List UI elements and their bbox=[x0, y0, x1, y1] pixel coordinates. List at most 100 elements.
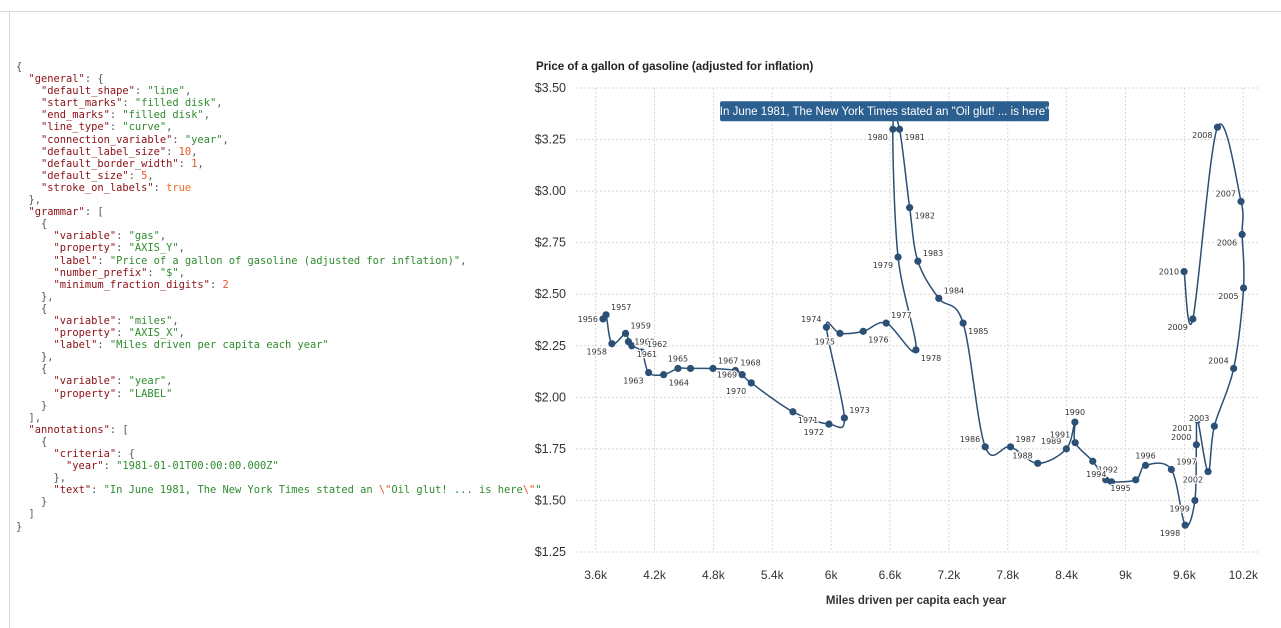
data-point[interactable] bbox=[638, 348, 646, 356]
point-label: 1977 bbox=[891, 311, 911, 320]
y-tick-label: $2.50 bbox=[535, 287, 566, 301]
data-point[interactable] bbox=[1006, 443, 1015, 451]
code-line: }, bbox=[16, 291, 516, 303]
data-point[interactable] bbox=[895, 125, 904, 133]
code-token bbox=[16, 85, 41, 97]
data-point[interactable] bbox=[789, 408, 797, 416]
code-line: "grammar": [ bbox=[16, 206, 516, 218]
data-point[interactable] bbox=[738, 371, 746, 379]
x-tick-label: 9k bbox=[1119, 568, 1133, 582]
data-point[interactable] bbox=[747, 379, 755, 387]
code-token: : bbox=[147, 266, 160, 279]
data-point[interactable] bbox=[1071, 418, 1079, 426]
code-token: "variable" bbox=[53, 375, 117, 388]
point-label: 1982 bbox=[915, 212, 935, 221]
code-token: 10 bbox=[178, 145, 192, 158]
code-token: : bbox=[116, 375, 129, 388]
code-token: "AXIS_X" bbox=[128, 327, 179, 340]
data-point[interactable] bbox=[709, 364, 717, 373]
data-point[interactable] bbox=[731, 366, 739, 375]
data-point[interactable] bbox=[840, 414, 848, 422]
data-point[interactable] bbox=[1180, 267, 1188, 276]
point-label: 1976 bbox=[868, 335, 888, 344]
code-token: "gas" bbox=[128, 230, 160, 243]
point-label: 2004 bbox=[1208, 356, 1228, 365]
data-point[interactable] bbox=[914, 257, 922, 265]
data-point[interactable] bbox=[825, 420, 833, 428]
data-point[interactable] bbox=[608, 340, 616, 348]
data-point[interactable] bbox=[1192, 441, 1200, 449]
data-point[interactable] bbox=[1089, 457, 1097, 465]
y-axis: $1.25 $1.50 $1.75 $2.00 $2.25 $2.50 $2.75 $3.00… bbox=[535, 81, 566, 559]
data-point[interactable] bbox=[1132, 476, 1140, 484]
code-token: , bbox=[178, 327, 185, 340]
point-label: 1973 bbox=[849, 406, 869, 415]
code-token bbox=[16, 484, 54, 496]
data-point[interactable] bbox=[1194, 416, 1202, 424]
data-point[interactable] bbox=[882, 319, 890, 327]
code-token: "start_marks" bbox=[41, 97, 123, 110]
point-label: 1971 bbox=[798, 416, 818, 425]
point-label: 2007 bbox=[1216, 189, 1236, 198]
data-point[interactable] bbox=[645, 368, 653, 377]
code-line: }, bbox=[16, 351, 516, 363]
data-point[interactable] bbox=[686, 364, 695, 373]
code-line: } bbox=[16, 400, 516, 412]
code-token bbox=[16, 206, 29, 218]
code-token: 1 bbox=[191, 157, 198, 170]
data-point[interactable] bbox=[906, 204, 914, 212]
code-token bbox=[16, 121, 41, 133]
code-token: , bbox=[203, 109, 210, 122]
point-label: 1969 bbox=[717, 371, 737, 380]
data-point[interactable] bbox=[1071, 439, 1079, 447]
x-tick-label: 4.8k bbox=[702, 568, 726, 582]
code-token: , bbox=[216, 97, 223, 110]
point-label: 1980 bbox=[868, 133, 888, 142]
data-point[interactable] bbox=[1062, 445, 1070, 453]
data-point[interactable] bbox=[621, 329, 630, 338]
code-token: , bbox=[178, 242, 185, 255]
code-token: "default_border_width" bbox=[41, 157, 179, 170]
data-point[interactable] bbox=[1189, 315, 1197, 323]
data-point[interactable] bbox=[628, 342, 636, 350]
data-point[interactable] bbox=[1141, 461, 1150, 469]
data-point[interactable] bbox=[1102, 476, 1110, 484]
code-token: : bbox=[109, 121, 123, 134]
data-point[interactable] bbox=[981, 443, 989, 451]
point-label: 1997 bbox=[1176, 458, 1196, 467]
point-label: 1995 bbox=[1110, 484, 1130, 493]
data-point[interactable] bbox=[660, 371, 668, 379]
data-point[interactable] bbox=[674, 364, 682, 373]
data-point[interactable] bbox=[959, 319, 967, 327]
data-point[interactable] bbox=[1210, 422, 1218, 430]
data-point[interactable] bbox=[859, 327, 867, 335]
data-point[interactable] bbox=[912, 346, 920, 354]
code-line: ] bbox=[16, 508, 516, 520]
data-point[interactable] bbox=[1239, 284, 1248, 292]
data-point[interactable] bbox=[935, 294, 943, 302]
data-point[interactable] bbox=[1237, 197, 1245, 206]
data-point[interactable] bbox=[1204, 467, 1212, 476]
data-point[interactable] bbox=[602, 311, 610, 319]
data-point[interactable] bbox=[1213, 123, 1222, 131]
data-point[interactable] bbox=[889, 125, 897, 133]
data-point[interactable] bbox=[822, 323, 831, 331]
json-spec-panel[interactable]: { "general": { "default_shape": "line", … bbox=[16, 61, 542, 601]
data-point[interactable] bbox=[1181, 521, 1189, 529]
code-token bbox=[16, 388, 54, 400]
data-point[interactable] bbox=[894, 253, 902, 261]
code-token: "year" bbox=[128, 375, 167, 388]
data-point[interactable] bbox=[1167, 465, 1175, 474]
code-line: "default_border_width": 1, bbox=[16, 158, 516, 170]
data-point[interactable] bbox=[1107, 478, 1116, 486]
chart-title: Price of a gallon of gasoline (adjusted … bbox=[536, 61, 813, 73]
code-token: "end_marks" bbox=[41, 109, 110, 122]
code-token: : bbox=[134, 85, 148, 98]
code-line: "default_shape": "line", bbox=[16, 85, 516, 97]
data-point[interactable] bbox=[836, 329, 844, 338]
data-point[interactable] bbox=[1238, 230, 1246, 239]
code-line: { bbox=[16, 61, 516, 73]
data-point[interactable] bbox=[1191, 496, 1199, 505]
data-point[interactable] bbox=[1034, 459, 1042, 467]
data-point[interactable] bbox=[1230, 364, 1238, 373]
